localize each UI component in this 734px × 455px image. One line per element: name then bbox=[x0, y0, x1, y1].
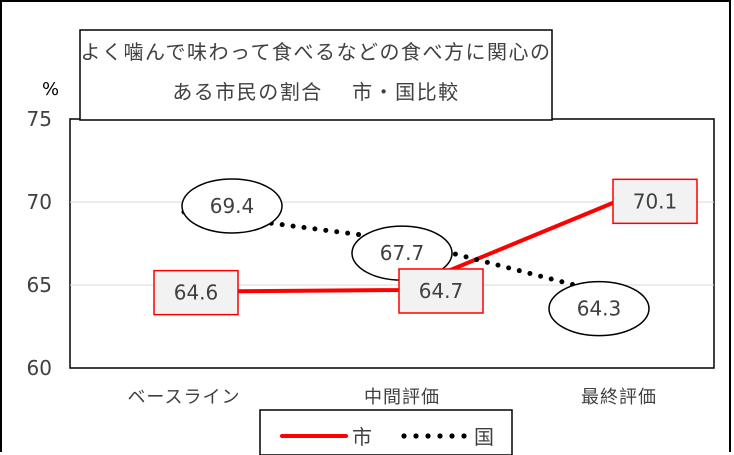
data-label-bubble-country bbox=[181, 178, 283, 234]
legend-dot-country bbox=[413, 433, 419, 439]
data-label-box-city bbox=[612, 178, 698, 225]
legend-box bbox=[259, 409, 513, 455]
y-tick-label: 65 bbox=[27, 273, 52, 297]
y-axis-unit: % bbox=[42, 79, 59, 100]
data-label-country: 64.3 bbox=[577, 297, 622, 321]
y-tick-label: 60 bbox=[27, 356, 52, 380]
chart-title-line2: ある市民の割合 市・国比較 bbox=[172, 80, 459, 104]
legend-label-city: 市 bbox=[352, 425, 372, 449]
legend-dot-country bbox=[401, 433, 407, 439]
data-label-box-city bbox=[153, 269, 239, 316]
x-tick-label: ベースライン bbox=[127, 387, 240, 408]
y-tick-label: 70 bbox=[27, 190, 52, 214]
legend-dot-country bbox=[425, 433, 431, 439]
data-label-city: 64.7 bbox=[419, 279, 464, 303]
data-label-city: 70.1 bbox=[633, 189, 678, 213]
chart-title-line1: よく噛んで味わって食べるなどの食べ方に関心の bbox=[81, 40, 552, 64]
title-box bbox=[79, 29, 553, 121]
x-tick-label: 中間評価 bbox=[364, 387, 440, 408]
legend-dot-country bbox=[449, 433, 455, 439]
data-label-bubble-country bbox=[548, 280, 650, 337]
data-label-box-city bbox=[398, 268, 484, 314]
legend-dot-country bbox=[437, 433, 443, 439]
x-tick-label: 最終評価 bbox=[581, 387, 657, 408]
data-label-city: 64.6 bbox=[174, 281, 219, 305]
data-label-country: 67.7 bbox=[380, 241, 425, 265]
data-label-country: 69.4 bbox=[210, 194, 255, 218]
legend-label-country: 国 bbox=[474, 425, 494, 449]
y-tick-label: 75 bbox=[27, 107, 52, 131]
legend-dot-country bbox=[461, 433, 467, 439]
